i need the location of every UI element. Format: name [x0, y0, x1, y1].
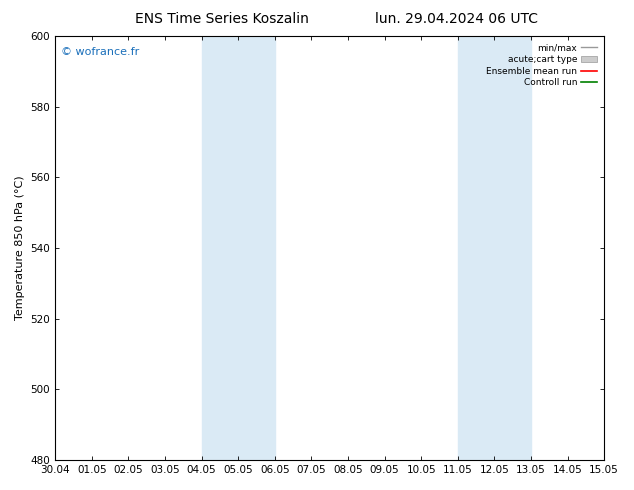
Bar [458, 36, 531, 460]
Legend: min/max, acute;cart type, Ensemble mean run, Controll run: min/max, acute;cart type, Ensemble mean … [483, 41, 600, 90]
Y-axis label: Temperature 850 hPa (°C): Temperature 850 hPa (°C) [15, 176, 25, 320]
Text: © wofrance.fr: © wofrance.fr [61, 47, 139, 57]
Bar [202, 36, 275, 460]
Text: lun. 29.04.2024 06 UTC: lun. 29.04.2024 06 UTC [375, 12, 538, 26]
Text: ENS Time Series Koszalin: ENS Time Series Koszalin [135, 12, 309, 26]
